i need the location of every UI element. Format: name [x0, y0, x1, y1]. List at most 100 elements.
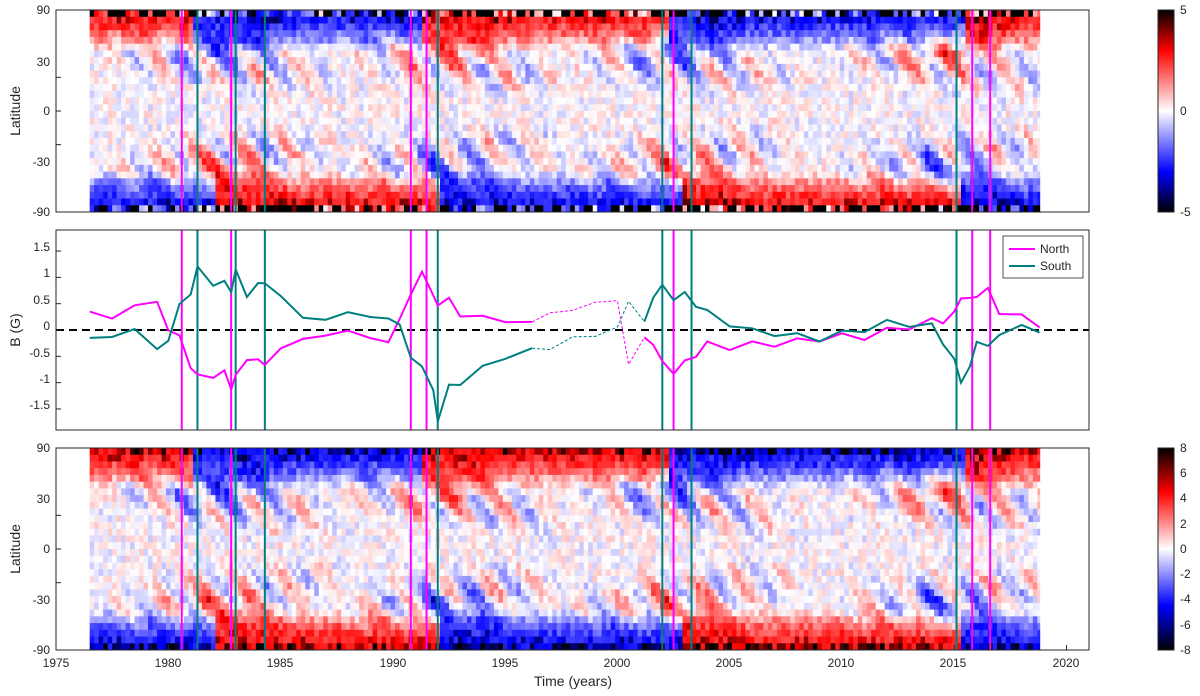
heatmap-cell — [323, 10, 329, 18]
heatmap-cell — [251, 198, 257, 206]
heatmap-cell — [431, 151, 437, 159]
heatmap-cell — [480, 111, 486, 119]
heatmap-cell — [98, 137, 104, 146]
heatmap-cell — [422, 77, 428, 85]
heatmap-cell — [125, 164, 131, 173]
heatmap-cell — [480, 36, 486, 45]
heatmap-cell — [552, 144, 558, 152]
heatmap-cell — [390, 185, 396, 193]
heatmap-cell — [457, 131, 464, 139]
heatmap-cell — [130, 185, 136, 193]
heatmap-cell — [552, 43, 558, 51]
heatmap-cell — [817, 36, 823, 45]
heatmap-cell — [431, 104, 437, 112]
heatmap-cell — [664, 16, 670, 25]
heatmap-cell — [776, 23, 782, 31]
heatmap-cell — [700, 97, 706, 105]
heatmap-cell — [103, 131, 109, 139]
heatmap-cell — [377, 158, 383, 166]
heatmap-cell — [381, 185, 387, 193]
heatmap-cell — [722, 57, 729, 65]
heatmap-cell — [112, 16, 118, 25]
heatmap-cell — [184, 137, 190, 146]
heatmap-cell — [642, 158, 648, 166]
heatmap-cell — [516, 198, 522, 206]
heatmap-cell — [116, 43, 122, 51]
heatmap-cell — [278, 117, 284, 126]
heatmap-cell — [713, 151, 720, 159]
heatmap-cell — [332, 178, 338, 186]
heatmap-cell — [758, 10, 764, 18]
heatmap-cell — [790, 10, 796, 18]
heatmap-cell — [386, 57, 392, 65]
heatmap-cell — [579, 50, 585, 58]
heatmap-cell — [633, 90, 639, 99]
heatmap-cell — [678, 43, 684, 51]
heatmap-cell — [161, 205, 167, 212]
heatmap-cell — [395, 90, 401, 99]
heatmap-cell — [731, 124, 738, 132]
heatmap-cell — [579, 63, 585, 72]
heatmap-cell — [785, 84, 791, 92]
heatmap-cell — [552, 124, 558, 132]
heatmap-cell — [246, 57, 252, 65]
heatmap-cell — [107, 191, 113, 200]
heatmap-cell — [749, 43, 755, 51]
heatmap-cell — [341, 43, 347, 51]
heatmap-cell — [197, 63, 203, 72]
heatmap-cell — [538, 178, 544, 186]
heatmap-cell — [556, 144, 562, 152]
heatmap-cell — [404, 43, 410, 51]
heatmap-cell — [341, 77, 347, 85]
heatmap-cell — [192, 111, 199, 119]
heatmap-cell — [422, 57, 428, 65]
heatmap-cell — [116, 151, 122, 159]
heatmap-cell — [628, 16, 634, 25]
heatmap-cell — [457, 77, 464, 85]
heatmap-cell — [475, 104, 482, 112]
heatmap-cell — [323, 185, 329, 193]
heatmap-cell — [139, 57, 145, 65]
heatmap-cell — [507, 117, 513, 126]
heatmap-cell — [201, 198, 208, 206]
heatmap-cell — [457, 104, 464, 112]
heatmap-cell — [89, 171, 95, 179]
heatmap-cell — [763, 10, 769, 18]
heatmap-cell — [529, 137, 535, 146]
heatmap-cell — [606, 164, 612, 173]
heatmap-cell — [803, 151, 809, 159]
heatmap-cell — [651, 84, 657, 92]
heatmap-cell — [655, 158, 661, 166]
heatmap-cell — [561, 131, 567, 139]
heatmap-cell — [475, 36, 482, 45]
heatmap-cell — [727, 158, 733, 166]
heatmap-cell — [601, 111, 607, 119]
heatmap-cell — [785, 131, 791, 139]
heatmap-cell — [727, 137, 733, 146]
heatmap-cell — [565, 111, 571, 119]
heatmap-cell — [830, 191, 836, 200]
heatmap-cell — [646, 158, 652, 166]
heatmap-cell — [206, 57, 212, 65]
heatmap-cell — [440, 104, 446, 112]
heatmap-cell — [260, 178, 266, 186]
heatmap-cell — [534, 164, 540, 173]
heatmap-cell — [300, 191, 306, 200]
heatmap-cell — [363, 43, 369, 51]
heatmap-cell — [413, 198, 419, 206]
heatmap-cell — [628, 117, 634, 126]
heatmap-cell — [736, 131, 742, 139]
heatmap-cell — [588, 137, 594, 146]
heatmap-cell — [107, 90, 113, 99]
heatmap-cell — [237, 16, 243, 25]
heatmap-cell — [278, 70, 284, 78]
heatmap-cell — [327, 90, 333, 99]
heatmap-cell — [610, 63, 616, 72]
heatmap-cell — [157, 36, 163, 45]
heatmap-cell — [682, 205, 688, 212]
heatmap-cell — [300, 30, 306, 38]
heatmap-cell — [592, 77, 598, 85]
heatmap-cell — [642, 57, 648, 65]
heatmap-cell — [547, 63, 553, 72]
heatmap-cell — [826, 30, 832, 38]
